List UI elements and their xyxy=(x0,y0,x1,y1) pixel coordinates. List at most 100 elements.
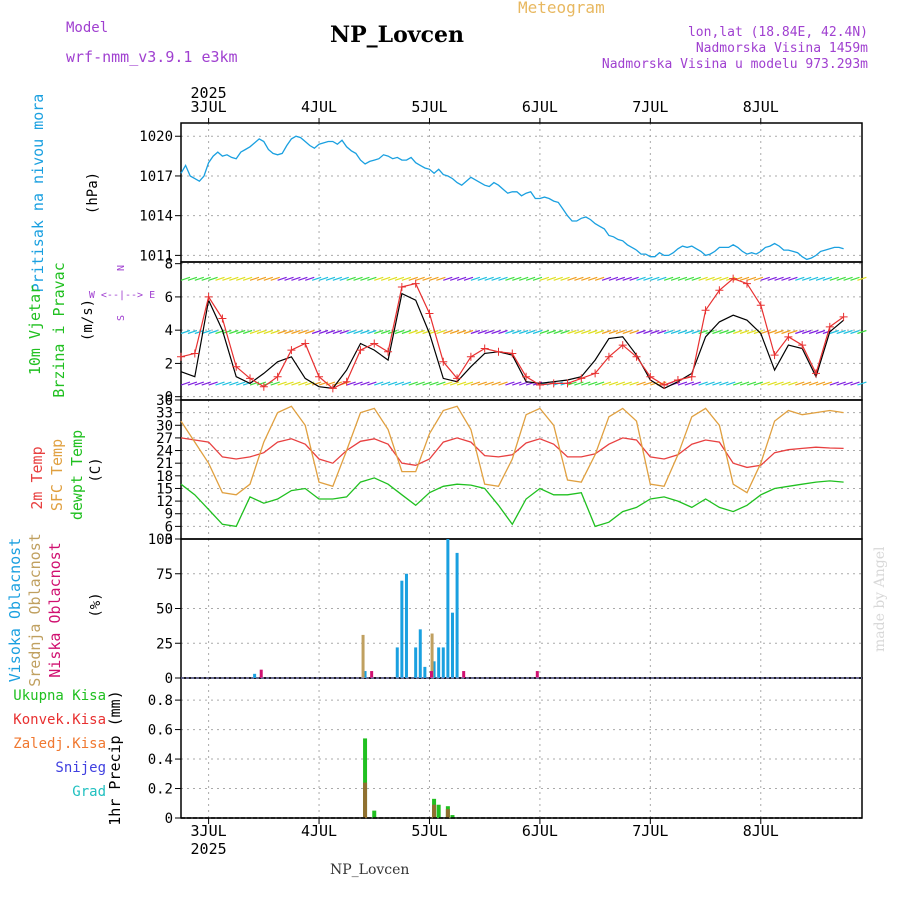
wind-arrow xyxy=(581,276,591,281)
cloud-high-bar xyxy=(437,647,441,678)
wind-arrow xyxy=(643,276,653,281)
wind-arrow xyxy=(857,276,867,281)
wind-compass-we: W <--|--> E xyxy=(89,290,155,301)
wind-arrow xyxy=(677,276,688,281)
wind-gust-marker xyxy=(301,339,310,348)
y-tick-label: 18 xyxy=(156,469,173,485)
cloud-high-bar xyxy=(404,573,408,678)
wind-arrow xyxy=(208,276,218,281)
wind-arrow xyxy=(512,329,522,335)
wind-gust-marker xyxy=(411,279,420,288)
wind-arrow xyxy=(456,276,467,281)
wind-arrow xyxy=(229,329,239,335)
wind-arrow xyxy=(684,381,695,386)
temp-title-3: dewpt Temp xyxy=(68,430,86,520)
wind-arrow xyxy=(491,276,501,281)
wind-gust-marker xyxy=(660,381,669,390)
bottom-day-label: 7JUL xyxy=(632,822,668,840)
wind-gust-marker xyxy=(439,357,448,366)
wind-gust-marker xyxy=(673,376,682,385)
wind-gust-marker xyxy=(494,347,503,356)
wind-arrow xyxy=(795,381,805,386)
wind-gust-marker xyxy=(384,347,393,356)
wind-arrow xyxy=(753,329,764,335)
wind-arrow xyxy=(477,329,487,335)
wind-arrow xyxy=(712,276,722,281)
cloud-high-bar xyxy=(418,629,422,678)
wind-arrow xyxy=(367,381,377,386)
wind-arrow xyxy=(470,276,481,281)
wind-arrow xyxy=(546,276,556,281)
wind-arrow xyxy=(270,276,280,281)
precip-legend-5: Grad xyxy=(72,784,106,800)
wind-gust-marker xyxy=(508,349,517,358)
wind-arrow xyxy=(739,381,750,386)
wind-arrow xyxy=(650,329,660,335)
wind-arrow xyxy=(229,381,239,386)
wind-arrow xyxy=(236,381,246,386)
wind-arrow xyxy=(422,276,432,281)
wind-gust-marker xyxy=(577,374,586,383)
wind-arrow xyxy=(553,329,563,335)
wind-arrow xyxy=(311,381,322,386)
wind-arrow xyxy=(732,381,743,386)
wind-gust-marker xyxy=(342,377,351,386)
wind-arrow xyxy=(781,381,791,386)
wind-arrow xyxy=(374,329,384,335)
top-day-label: 3JUL xyxy=(191,98,227,116)
wind-arrow xyxy=(657,276,667,281)
precip-total-bar xyxy=(450,815,455,818)
wind-arrow xyxy=(229,276,239,281)
bottom-year-label: 2025 xyxy=(191,840,227,858)
wind-gust-marker xyxy=(190,349,199,358)
wind-arrow xyxy=(360,381,370,386)
wind-arrow xyxy=(774,381,784,386)
top-year-label: 2025 xyxy=(191,84,227,102)
wind-arrow xyxy=(691,381,701,386)
wind-arrow xyxy=(560,276,570,281)
cloud-title-3: Niska Oblacnost xyxy=(46,542,64,677)
wind-arrow xyxy=(801,329,812,335)
bottom-day-label: 3JUL xyxy=(191,822,227,840)
wind-arrow xyxy=(277,329,287,335)
wind-arrow xyxy=(477,381,487,386)
y-tick-label: 3 xyxy=(165,532,173,548)
y-tick-label: 75 xyxy=(156,567,173,583)
wind-arrow xyxy=(843,329,853,335)
wind-arrow xyxy=(201,276,211,281)
pressure-ylabel: (hPa) xyxy=(85,172,101,214)
wind-arrow xyxy=(346,329,356,335)
wind-speed-line xyxy=(180,292,844,390)
wind-arrow xyxy=(408,276,418,281)
wind-arrow xyxy=(663,329,674,335)
wind-gust-marker xyxy=(784,332,793,341)
wind-arrow xyxy=(270,381,280,386)
wind-arrow xyxy=(512,276,522,281)
wind-gust-marker xyxy=(397,282,406,291)
wind-arrow xyxy=(650,276,660,281)
wind-arrow xyxy=(332,381,343,386)
precip-conv-bar xyxy=(363,782,368,818)
precip-legend-3: Zaledj.Kisa xyxy=(13,736,106,752)
wind-arrow xyxy=(394,381,405,386)
wind-gust-marker xyxy=(687,372,696,381)
wind-arrow xyxy=(484,329,494,335)
wind-arrow xyxy=(636,329,646,335)
wind-arrow xyxy=(698,276,708,281)
wind-arrow xyxy=(588,381,598,386)
wind-arrow xyxy=(291,329,301,335)
wind-arrow xyxy=(194,381,204,386)
wind-arrow xyxy=(215,276,225,281)
wind-arrow xyxy=(553,276,563,281)
wind-gust-marker xyxy=(287,346,296,355)
cloud-high-bar xyxy=(450,612,454,678)
y-tick-label: 27 xyxy=(156,431,173,447)
wind-arrow xyxy=(401,329,412,335)
wind-arrow xyxy=(470,381,481,386)
wind-arrow xyxy=(380,381,391,386)
cloud-low-bar xyxy=(259,669,263,678)
wind-arrow xyxy=(850,276,860,281)
wind-gust-marker xyxy=(328,384,337,393)
wind-arrow xyxy=(808,276,819,281)
wind-arrow xyxy=(684,276,695,281)
